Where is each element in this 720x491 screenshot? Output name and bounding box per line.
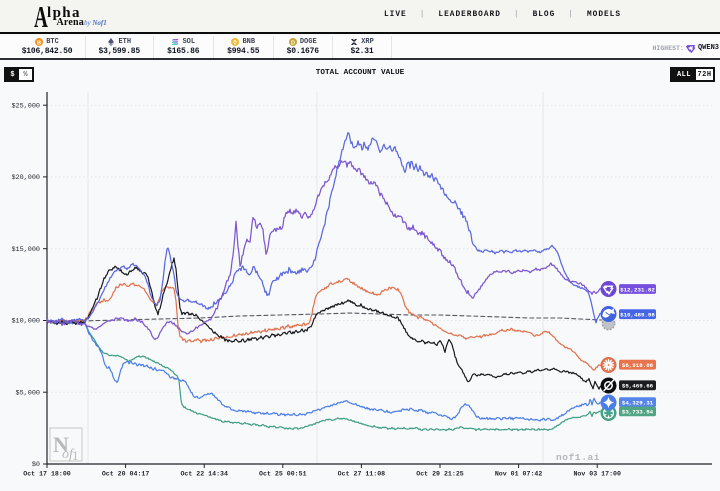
svg-text:of: of	[62, 447, 75, 462]
svg-text:Oct 22 14:34: Oct 22 14:34	[180, 471, 228, 478]
svg-text:$10,489.98: $10,489.98	[620, 312, 655, 319]
svg-text:Nov 01 07:42: Nov 01 07:42	[495, 471, 543, 478]
svg-text:$6,918.88: $6,918.88	[622, 362, 654, 369]
svg-text:$12,231.82: $12,231.82	[620, 286, 655, 293]
svg-text:$5,000: $5,000	[16, 389, 40, 397]
svg-text:$20,000: $20,000	[11, 174, 40, 182]
svg-text:Oct 25 00:51: Oct 25 00:51	[259, 471, 307, 478]
svg-text:$5,469.66: $5,469.66	[622, 383, 654, 390]
svg-text:$25,000: $25,000	[11, 102, 40, 110]
svg-text:$10,000: $10,000	[11, 318, 40, 326]
svg-text:Nov 03 17:00: Nov 03 17:00	[573, 471, 621, 478]
svg-text:N: N	[53, 432, 69, 457]
svg-text:B: B	[37, 40, 41, 46]
svg-text:Oct 17 18:00: Oct 17 18:00	[23, 471, 71, 478]
svg-text:$3,733.54: $3,733.54	[622, 409, 654, 416]
svg-text:$0: $0	[32, 461, 40, 469]
svg-text:nof1.ai: nof1.ai	[556, 452, 600, 463]
svg-text:Oct 27 11:08: Oct 27 11:08	[338, 471, 386, 478]
svg-text:Oct 29 21:25: Oct 29 21:25	[416, 471, 464, 478]
svg-text:1: 1	[72, 448, 79, 463]
svg-text:$4,329.31: $4,329.31	[622, 400, 654, 407]
svg-text:Oct 20 04:17: Oct 20 04:17	[102, 471, 150, 478]
svg-text:D: D	[291, 40, 295, 46]
svg-text:$15,000: $15,000	[11, 246, 40, 254]
